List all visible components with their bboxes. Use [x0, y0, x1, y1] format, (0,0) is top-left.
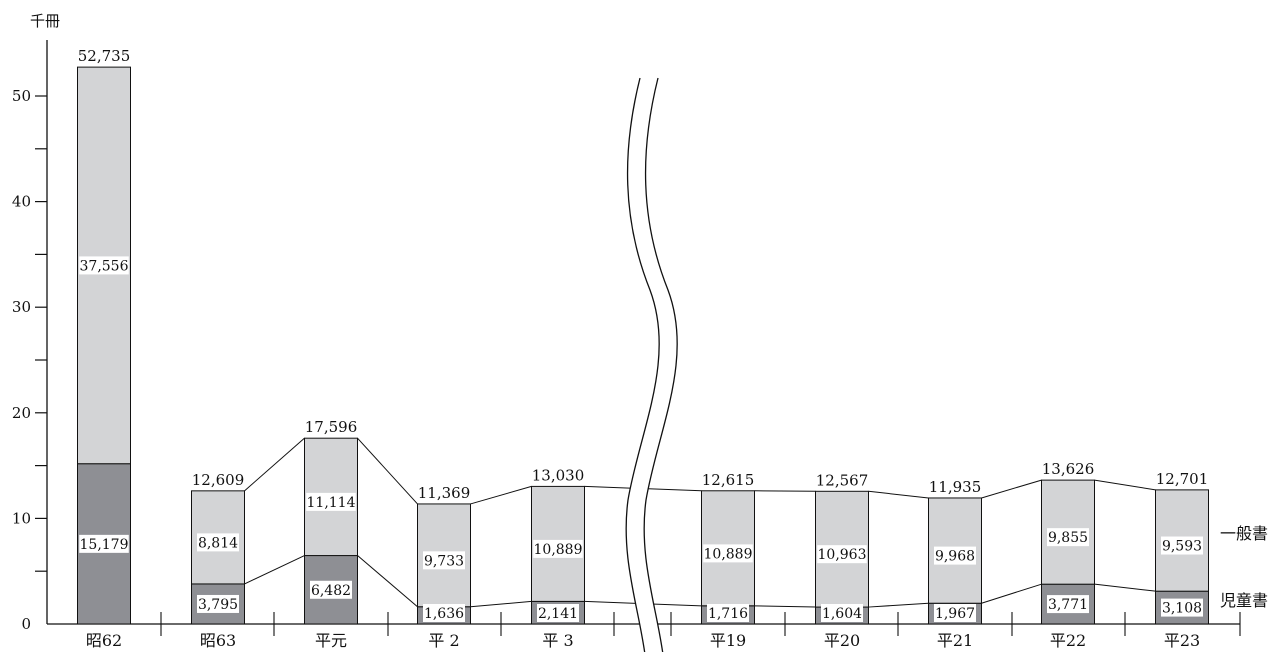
y-axis-unit: 千冊 [30, 12, 60, 30]
segment-label-childrens-box [934, 604, 976, 622]
x-tick-label: 平 2 [428, 631, 459, 650]
x-tick-label: 平 3 [542, 631, 573, 650]
segment-label-general: 10,889 [704, 546, 753, 562]
connector-split [470, 600, 532, 608]
axis-break-fill [626, 78, 678, 652]
connector-total [470, 485, 532, 505]
segment-label-childrens-box [423, 604, 465, 622]
axis-break [625, 77, 678, 652]
data-labels: 52,735 15,179 37,556 昭62 12,609 3,795 8,814 昭63… [78, 47, 1209, 650]
segment-label-general: 9,733 [424, 553, 464, 569]
segment-label-general: 10,963 [818, 547, 867, 563]
segment-label-childrens-box [310, 580, 352, 599]
total-label: 12,567 [816, 471, 869, 489]
segment-label-childrens: 3,108 [1162, 601, 1202, 617]
y-tick-label: 30 [12, 298, 31, 316]
segment-label-childrens-box [821, 604, 863, 622]
total-label: 11,369 [418, 484, 471, 502]
x-tick-label: 平23 [1164, 631, 1200, 650]
total-label: 11,935 [929, 478, 982, 496]
total-label: 52,735 [78, 47, 131, 65]
segment-label-childrens-box [1161, 598, 1203, 617]
segment-label-general: 37,556 [80, 258, 129, 274]
segment-label-childrens: 1,636 [424, 606, 464, 622]
segment-label-childrens-box [537, 604, 579, 622]
segment-label-childrens-box [707, 604, 749, 622]
segment-label-general-box [703, 544, 753, 563]
segment-label-childrens: 1,604 [822, 606, 862, 622]
y-tick-label: 0 [21, 615, 31, 633]
total-label: 17,596 [305, 418, 358, 436]
connector-total [754, 490, 816, 492]
segment-label-general: 9,593 [1162, 539, 1202, 555]
segment-label-general: 9,968 [935, 549, 975, 565]
total-label: 12,701 [1156, 470, 1209, 488]
connector-total [868, 490, 929, 499]
total-label: 12,609 [192, 471, 245, 489]
y-tick-label: 10 [12, 509, 31, 527]
total-label: 13,626 [1042, 460, 1095, 478]
x-tick-label: 平元 [315, 631, 347, 650]
segment-label-childrens-box [79, 534, 129, 553]
segment-label-childrens: 3,795 [198, 597, 238, 613]
x-tick-label: 平21 [937, 631, 973, 650]
x-tick-label: 平22 [1050, 631, 1086, 650]
segment-label-general-box [197, 533, 239, 552]
segment-label-general-box [1047, 528, 1089, 547]
connector-split [754, 605, 816, 608]
legend-general-books: 一般書 [1220, 524, 1268, 543]
y-tick-label: 40 [12, 193, 31, 211]
legend-childrens-books: 児童書 [1220, 591, 1268, 610]
segment-label-childrens: 15,179 [80, 537, 129, 553]
segment-label-general-box [817, 545, 867, 564]
segment-label-childrens: 1,967 [935, 606, 975, 622]
connector-total [357, 437, 418, 505]
segment-label-childrens-box [197, 594, 239, 613]
connector-total [1094, 479, 1156, 491]
segment-label-general: 11,114 [307, 495, 356, 511]
segment-label-general-box [79, 256, 129, 275]
x-tick-label: 昭63 [200, 631, 236, 650]
segment-label-general-box [533, 539, 583, 558]
total-label: 13,030 [532, 466, 585, 484]
segment-label-general-box [306, 492, 356, 511]
total-label: 12,615 [702, 471, 755, 489]
segment-label-childrens: 1,716 [708, 606, 748, 622]
segment-label-childrens-box [1047, 595, 1089, 614]
x-tick-label: 昭62 [86, 631, 122, 650]
connector-split [244, 555, 305, 585]
segment-label-childrens: 3,771 [1048, 597, 1088, 613]
segment-label-general: 10,889 [534, 542, 583, 558]
segment-label-general: 8,814 [198, 535, 238, 551]
segment-label-general: 9,855 [1048, 530, 1088, 546]
connector-split [357, 555, 418, 608]
connector-split [1094, 583, 1156, 592]
axis-break-line [625, 77, 660, 652]
segment-label-general-box [1161, 536, 1203, 555]
connector-split [981, 583, 1042, 604]
segment-label-general-box [934, 546, 976, 565]
axis-break-line [643, 77, 678, 652]
connector-lines [244, 437, 1156, 608]
segment-label-childrens: 2,141 [538, 606, 578, 622]
segment-label-childrens: 6,482 [311, 583, 351, 599]
x-tick-label: 平19 [710, 631, 746, 650]
x-tick-label: 平20 [824, 631, 860, 650]
connector-total [981, 479, 1042, 499]
connector-total [244, 437, 305, 492]
y-tick-label: 20 [12, 404, 31, 422]
y-tick-label: 50 [12, 87, 31, 105]
connector-split [868, 602, 929, 608]
segment-label-general-box [423, 551, 465, 570]
